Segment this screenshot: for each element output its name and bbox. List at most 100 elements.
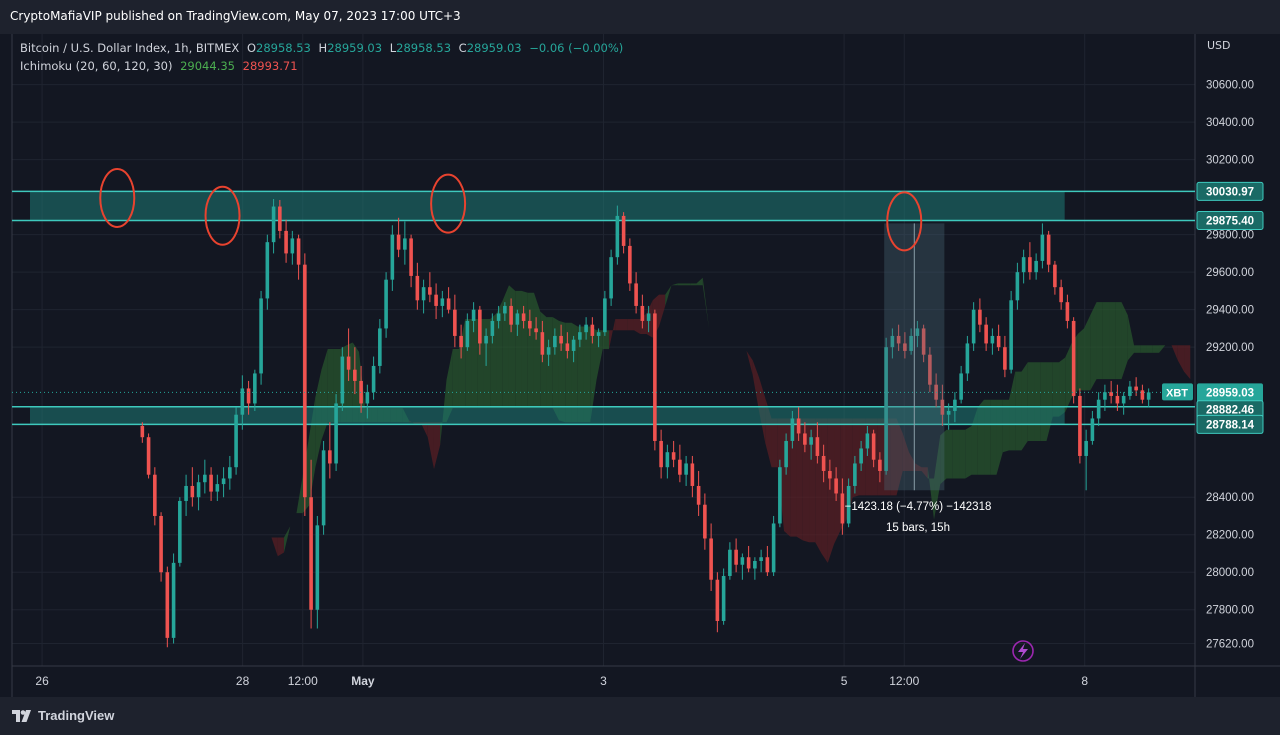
candle	[628, 238, 632, 291]
candle	[428, 272, 432, 303]
candle	[815, 422, 820, 464]
candle-body	[540, 332, 545, 355]
candle	[571, 335, 576, 363]
candle	[603, 290, 607, 336]
candle-body	[215, 484, 220, 492]
y-tick-label: 27800.00	[1206, 605, 1254, 617]
candle-body	[690, 463, 695, 486]
candle	[921, 324, 926, 363]
candle	[546, 339, 551, 366]
cloud-segment	[515, 290, 522, 409]
candle	[890, 328, 895, 359]
candle-body	[984, 324, 988, 344]
cloud-segment	[684, 283, 691, 286]
candle	[353, 347, 357, 395]
candle	[359, 365, 363, 413]
candle	[990, 328, 995, 355]
candle-body	[859, 448, 863, 464]
cloud-segment	[458, 319, 466, 409]
cloud-segment	[1177, 345, 1185, 372]
cloud-segment	[1084, 315, 1091, 391]
candle-body	[1115, 395, 1120, 404]
tradingview-logo[interactable]: TradingView	[12, 708, 114, 723]
candle	[1078, 388, 1082, 464]
candle-body	[384, 279, 388, 329]
circled-high	[430, 173, 467, 234]
candle	[1021, 249, 1026, 284]
candle-body	[378, 328, 382, 366]
cloud-segment	[590, 326, 597, 423]
candle	[465, 313, 470, 351]
cloud-segment	[890, 418, 897, 496]
candle-body	[1028, 257, 1032, 273]
candle-body	[146, 437, 151, 475]
candle	[584, 317, 588, 340]
candle-body	[253, 373, 257, 404]
cloud-segment	[940, 429, 947, 485]
candle-body	[784, 440, 788, 468]
candle-body	[471, 309, 476, 321]
candle	[971, 302, 976, 351]
candle	[1040, 223, 1045, 269]
x-tick-label: 8	[1081, 674, 1088, 688]
candle	[690, 455, 695, 498]
candle	[196, 474, 201, 511]
candle-body	[915, 328, 920, 336]
chart-grid	[11, 34, 1280, 697]
candle	[271, 199, 276, 254]
measure-label-bars: 15 bars, 15h	[886, 522, 950, 534]
candle-body	[334, 403, 338, 464]
candle-body	[528, 320, 532, 329]
candle-body	[871, 433, 876, 460]
cloud-segment	[427, 422, 434, 470]
cloud-segment	[1059, 357, 1066, 417]
candle-body	[1015, 272, 1020, 301]
candle	[1109, 380, 1113, 404]
candle	[634, 272, 638, 314]
candle-body	[303, 264, 307, 498]
candle-body	[790, 418, 795, 441]
close-value: 28959.03	[466, 41, 522, 55]
candle-body	[1078, 395, 1082, 456]
change-value: −0.06 (−0.00%)	[529, 41, 624, 55]
candle-body	[653, 313, 657, 441]
candle-body	[646, 313, 651, 321]
candle-body	[621, 215, 626, 246]
candle	[984, 317, 988, 351]
candle	[446, 287, 451, 314]
candle	[703, 493, 707, 550]
candle-body	[1021, 257, 1026, 273]
circled-high	[886, 191, 923, 252]
high-value: 28959.03	[327, 41, 383, 55]
candle	[696, 470, 701, 516]
candle	[1053, 260, 1057, 295]
candle	[303, 253, 307, 516]
candle-body	[946, 410, 951, 415]
y-tick-label: 30400.00	[1206, 117, 1254, 129]
candle	[896, 324, 901, 351]
candle-body	[346, 356, 351, 370]
candle-body	[953, 399, 957, 411]
candle	[640, 294, 645, 329]
candle-body	[1090, 418, 1095, 441]
cloud-segment	[527, 292, 534, 409]
x-tick-label: 12:00	[889, 674, 919, 688]
indicator-legend: Ichimoku (20, 60, 120, 30) 29044.35 2899…	[20, 59, 302, 73]
candle-body	[615, 215, 620, 258]
cloud-segment	[946, 429, 953, 479]
circled-high	[204, 185, 241, 246]
zone-price-bg	[1196, 211, 1264, 231]
candle	[746, 545, 751, 573]
candle	[996, 324, 1001, 351]
candle	[221, 467, 226, 498]
candle-body	[228, 467, 232, 479]
cloud-segment	[521, 290, 528, 409]
candle-body	[1046, 234, 1051, 265]
candle-body	[684, 463, 688, 475]
candle	[453, 294, 457, 348]
cloud-segment	[1159, 345, 1166, 353]
candle-body	[553, 335, 557, 348]
candle-body	[428, 287, 432, 295]
candle	[1140, 384, 1145, 404]
